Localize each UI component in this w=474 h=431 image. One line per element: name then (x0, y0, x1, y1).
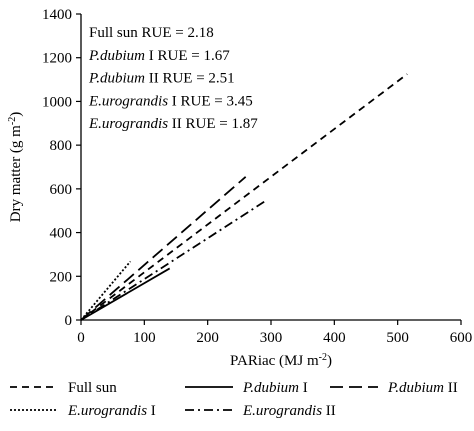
series-line-2 (80, 176, 247, 321)
x-tick-label: 300 (260, 330, 283, 346)
legend-label: E.urograndis I (67, 403, 156, 419)
rue-annotation: Full sun RUE = 2.18 (89, 25, 214, 41)
rue-annotation: P.dubium I RUE = 1.67 (88, 48, 230, 64)
y-tick-label: 0 (65, 313, 73, 329)
series-line-4 (80, 199, 268, 321)
y-tick-label: 600 (50, 182, 73, 198)
x-tick-label: 100 (133, 330, 156, 346)
series-line-0 (80, 73, 408, 321)
y-tick-label: 1400 (42, 7, 72, 23)
rue-annotation: E.urograndis I RUE = 3.45 (88, 93, 253, 109)
rue-annotations: Full sun RUE = 2.18 P.dubium I RUE = 1.67… (88, 25, 258, 132)
legend: Full sun P.dubium I P.dubium II E.urograndi… (10, 380, 458, 419)
x-tick-label: 200 (196, 330, 219, 346)
x-tick-label: 0 (77, 330, 85, 346)
y-tick-label: 400 (50, 226, 73, 242)
legend-label: E.urograndis II (242, 403, 336, 419)
rue-annotation: E.urograndis II RUE = 1.87 (88, 116, 258, 132)
x-axis-title: PARiac (MJ m-2) (230, 352, 332, 370)
x-tick-label: 500 (386, 330, 409, 346)
x-tick-label: 600 (450, 330, 473, 346)
y-tick-label: 200 (50, 269, 73, 285)
rue-annotation: P.dubium II RUE = 2.51 (88, 71, 235, 87)
series-layer (80, 73, 408, 321)
x-tick-label: 400 (323, 330, 346, 346)
legend-label: Full sun (68, 380, 117, 396)
axes: 0 100 200 300 400 500 600 0 200 400 600 800 1000 1200… (42, 7, 472, 346)
series-line-1 (80, 267, 171, 321)
legend-label: P.dubium II (387, 380, 458, 396)
legend-label: P.dubium I (242, 380, 308, 396)
y-tick-label: 800 (50, 138, 73, 154)
y-axis-title: Dry matter (g m-2) (7, 112, 25, 222)
series-line-3 (80, 260, 132, 321)
y-tick-label: 1200 (42, 51, 72, 67)
y-tick-label: 1000 (42, 94, 72, 110)
